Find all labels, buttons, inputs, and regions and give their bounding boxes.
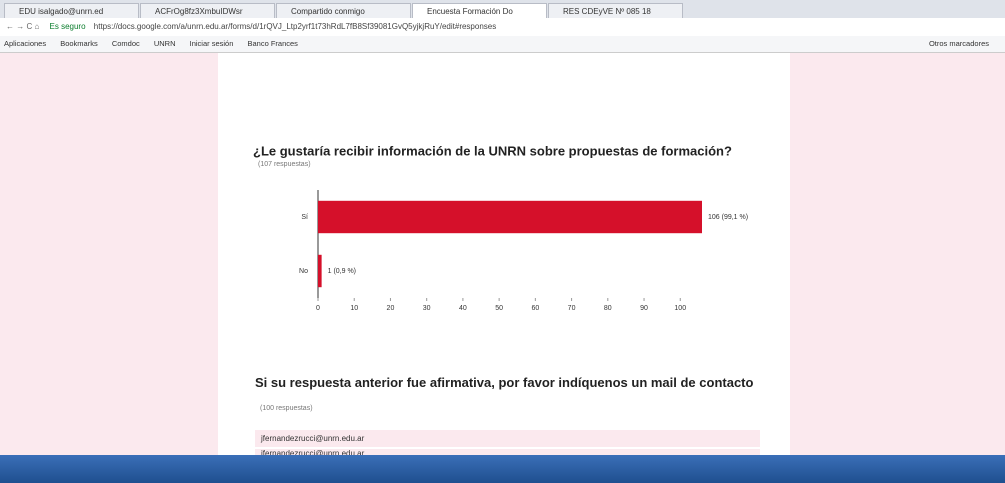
tab[interactable]: ACFrOg8fz3XmbuIDWsr	[140, 3, 275, 18]
tab-bar: EDU isalgado@unrn.ed ACFrOg8fz3XmbuIDWsr…	[0, 0, 1005, 18]
tab[interactable]: Encuesta Formación Do	[412, 3, 547, 18]
bookmark[interactable]: Iniciar sesión	[190, 39, 234, 48]
bar	[318, 201, 702, 233]
x-tick-label: 70	[568, 305, 576, 312]
url[interactable]: https://docs.google.com/a/unrn.edu.ar/fo…	[94, 22, 496, 31]
chart: ¿Le gustaría recibir información de la U…	[218, 130, 790, 330]
x-tick-label: 30	[423, 305, 431, 312]
x-tick-label: 100	[674, 305, 686, 312]
taskbar	[0, 455, 1005, 483]
data-label: 1 (0,9 %)	[328, 268, 356, 275]
nav-buttons[interactable]: ← → C ⌂	[6, 22, 39, 31]
bar	[318, 255, 322, 287]
answer: jfernandezrucci@unrn.edu.ar	[255, 430, 760, 447]
x-tick-label: 40	[459, 305, 467, 312]
bookmark[interactable]: Comdoc	[112, 39, 140, 48]
page: EDU isalgado@unrn.ed ACFrOg8fz3XmbuIDWsr…	[0, 0, 1005, 483]
x-tick-label: 50	[495, 305, 503, 312]
x-tick-label: 90	[640, 305, 648, 312]
data-label: 106 (99,1 %)	[708, 214, 748, 221]
question-title: Si su respuesta anterior fue afirmativa,…	[255, 375, 755, 390]
bookmark[interactable]: Aplicaciones	[4, 39, 46, 48]
x-tick-label: 20	[387, 305, 395, 312]
secure-label: Es seguro	[50, 22, 86, 31]
bookmarks-bar: Aplicaciones Bookmarks Comdoc UNRN Inici…	[0, 36, 1005, 53]
tab[interactable]: RES CDEyVE Nº 085 18	[548, 3, 683, 18]
chart-subtitle: (107 respuestas)	[258, 161, 311, 168]
x-tick-label: 60	[531, 305, 539, 312]
x-tick-label: 80	[604, 305, 612, 312]
tab[interactable]: EDU isalgado@unrn.ed	[4, 3, 139, 18]
question-subtitle: (100 respuestas)	[260, 405, 313, 412]
x-tick-label: 0	[316, 305, 320, 312]
bookmark[interactable]: Otros marcadores	[929, 36, 989, 52]
chart-title: ¿Le gustaría recibir información de la U…	[253, 143, 732, 158]
bookmark[interactable]: UNRN	[154, 39, 176, 48]
bookmark[interactable]: Banco Frances	[247, 39, 297, 48]
y-tick-label: Sí	[301, 214, 308, 221]
address-bar: ← → C ⌂ Es seguro https://docs.google.co…	[0, 18, 1005, 36]
x-tick-label: 10	[350, 305, 358, 312]
bookmark[interactable]: Bookmarks	[60, 39, 98, 48]
tab[interactable]: Compartido conmigo	[276, 3, 411, 18]
y-tick-label: No	[299, 268, 308, 275]
